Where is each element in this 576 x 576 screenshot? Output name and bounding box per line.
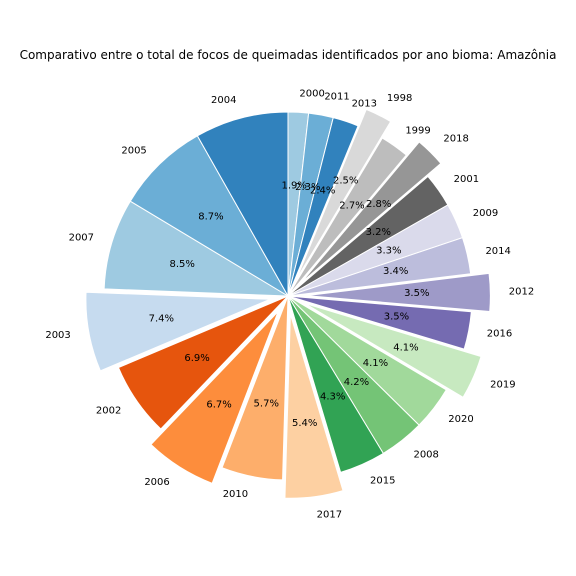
category-label-2001: 2001 — [454, 174, 479, 185]
pct-label-2012: 3.5% — [404, 288, 429, 299]
pie-slice-2014 — [287, 237, 472, 297]
pct-label-2017: 5.4% — [292, 418, 317, 429]
pie-slice-2015 — [287, 295, 384, 473]
pie-slice-2006 — [150, 311, 279, 484]
pct-label-1998: 2.5% — [333, 175, 358, 186]
category-label-2002: 2002 — [96, 405, 121, 416]
pct-label-2013: 2.4% — [310, 186, 335, 197]
pie-slice-2004 — [196, 111, 289, 298]
category-label-2013: 2013 — [352, 98, 377, 109]
pct-label-2007: 8.5% — [170, 259, 195, 270]
pie-slice-2016 — [287, 295, 472, 350]
category-label-2015: 2015 — [370, 476, 395, 487]
pct-label-2018: 2.8% — [366, 199, 391, 210]
pct-label-2001: 3.2% — [366, 227, 391, 238]
category-label-2006: 2006 — [144, 477, 169, 488]
pct-label-2014: 3.4% — [383, 266, 408, 277]
pct-label-2003: 7.4% — [149, 314, 174, 325]
pie-slice-2019 — [304, 302, 482, 398]
category-label-2018: 2018 — [443, 134, 468, 145]
category-label-1998: 1998 — [387, 93, 412, 104]
category-label-2000: 2000 — [299, 88, 324, 99]
pct-label-1999: 2.7% — [339, 201, 364, 212]
pct-label-2002: 6.9% — [184, 353, 209, 364]
category-label-2016: 2016 — [487, 329, 512, 340]
pie-slice-2013 — [287, 117, 359, 297]
pct-label-2005: 8.7% — [198, 211, 223, 222]
pie-slice-1999 — [287, 137, 407, 297]
pie-slice-2017 — [284, 314, 344, 499]
pie-slice-2005 — [129, 135, 290, 298]
pct-label-2011: 2.3% — [295, 182, 320, 193]
category-label-2014: 2014 — [485, 246, 510, 257]
category-label-2020: 2020 — [448, 414, 473, 425]
pct-label-2008: 4.2% — [344, 377, 369, 388]
category-label-2019: 2019 — [490, 379, 515, 390]
category-label-2009: 2009 — [473, 208, 498, 219]
pct-label-2009: 3.3% — [376, 245, 401, 256]
pie-slice-2002 — [117, 295, 289, 430]
pie-slice-1998 — [295, 108, 392, 280]
category-label-2017: 2017 — [317, 509, 342, 520]
category-label-2007: 2007 — [69, 233, 94, 244]
chart-title: Comparativo entre o total de focos de qu… — [20, 48, 557, 62]
category-label-1999: 1999 — [405, 126, 430, 137]
pct-label-2010: 5.7% — [254, 399, 279, 410]
category-label-2012: 2012 — [509, 287, 534, 298]
category-label-2011: 2011 — [324, 91, 349, 102]
category-label-2005: 2005 — [121, 145, 146, 156]
pct-label-2015: 4.3% — [320, 391, 345, 402]
pie-wedges — [85, 108, 491, 499]
percent-labels: 1.9%2.3%2.4%2.5% 2.7% 2.8% 3.2% 3.3% 3.4% 3.5%… — [149, 175, 430, 429]
category-label-2003: 2003 — [45, 330, 70, 341]
category-label-2010: 2010 — [223, 489, 248, 500]
pie-slice-2018 — [300, 141, 442, 284]
pct-label-2000: 1.9% — [281, 180, 306, 191]
pct-label-2006: 6.7% — [206, 399, 231, 410]
pie-slice-2007 — [103, 200, 289, 297]
pct-label-2019: 4.1% — [393, 342, 418, 353]
category-label-2008: 2008 — [413, 449, 438, 460]
pie-slice-2012 — [306, 272, 491, 312]
pie-slice-2003 — [85, 291, 271, 372]
pct-label-2016: 3.5% — [384, 311, 409, 322]
category-label-2004: 2004 — [211, 95, 236, 106]
pct-label-2020: 4.1% — [363, 358, 388, 369]
pie-slice-2010 — [221, 295, 289, 481]
